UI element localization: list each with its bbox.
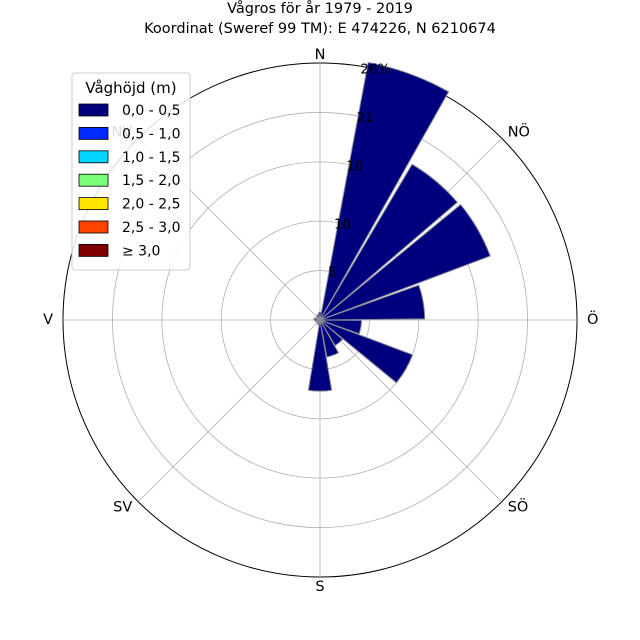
direction-label-S: S — [315, 579, 324, 595]
radial-tick-label-10: 10 — [334, 216, 351, 232]
legend: Våghöjd (m) 0,0 - 0,5 0,5 - 1,0 1,0 - 1,5 1… — [71, 72, 191, 271]
direction-label-NÖ: NÖ — [508, 122, 530, 140]
legend-swatch-2 — [78, 150, 109, 164]
direction-label-SV: SV — [113, 500, 132, 516]
legend-label-0: 0,0 - 0,5 — [122, 103, 180, 119]
direction-label-V: V — [43, 312, 53, 328]
legend-swatch-4 — [78, 197, 109, 211]
legend-swatch-6 — [78, 243, 109, 257]
spoke-SV — [137, 319, 321, 503]
radial-tick-label-5: 5 — [328, 265, 337, 281]
sector-bar-20-bin-0 — [319, 61, 450, 321]
radial-tick-label-21: 21 — [357, 110, 374, 126]
chart-subtitle: Koordinat (Sweref 99 TM): E 474226, N 62… — [144, 21, 496, 37]
sector-bar-80-bin-0 — [319, 284, 426, 321]
polar-grid — [62, 62, 578, 578]
legend-label-4: 2,0 - 2,5 — [122, 197, 180, 213]
spoke-SÖ — [319, 319, 503, 503]
sector-bar-40-bin-0 — [319, 163, 459, 321]
chart-title: Vågros för år 1979 - 2019 — [227, 0, 413, 17]
legend-label-5: 2,5 - 3,0 — [122, 220, 180, 236]
direction-label-SÖ: SÖ — [508, 498, 529, 516]
sector-bar-180-bin-0 — [307, 319, 333, 392]
legend-label-2: 1,0 - 1,5 — [122, 150, 180, 166]
legend-swatch-5 — [78, 220, 109, 234]
legend-swatch-0 — [78, 103, 109, 117]
sector-bar-160-bin-0 — [319, 319, 340, 358]
legend-label-1: 0,5 - 1,0 — [122, 126, 180, 142]
legend-label-3: 1,5 - 2,0 — [122, 173, 180, 189]
sector-bar-60-bin-0 — [319, 203, 491, 321]
sector-bar-140-bin-0 — [319, 319, 344, 347]
direction-label-Ö: Ö — [587, 310, 598, 328]
sector-bars — [307, 61, 491, 392]
legend-swatch-1 — [78, 127, 109, 140]
legend-title: Våghöjd (m) — [85, 79, 176, 97]
radial-tick-labels: 5 10 16 21 26% — [328, 62, 391, 281]
radial-tick-label-26: 26% — [360, 62, 390, 78]
sector-bar-0-bin-0 — [318, 311, 322, 321]
legend-swatch-3 — [78, 173, 109, 187]
sector-bar-120-bin-0 — [319, 319, 414, 384]
legend-items: 0,0 - 0,5 0,5 - 1,0 1,0 - 1,5 1,5 - 2,0 2,0 … — [78, 103, 180, 259]
radial-tick-label-16: 16 — [346, 158, 363, 174]
legend-label-6: ≥ 3,0 — [122, 243, 160, 259]
direction-label-N: N — [315, 47, 326, 63]
